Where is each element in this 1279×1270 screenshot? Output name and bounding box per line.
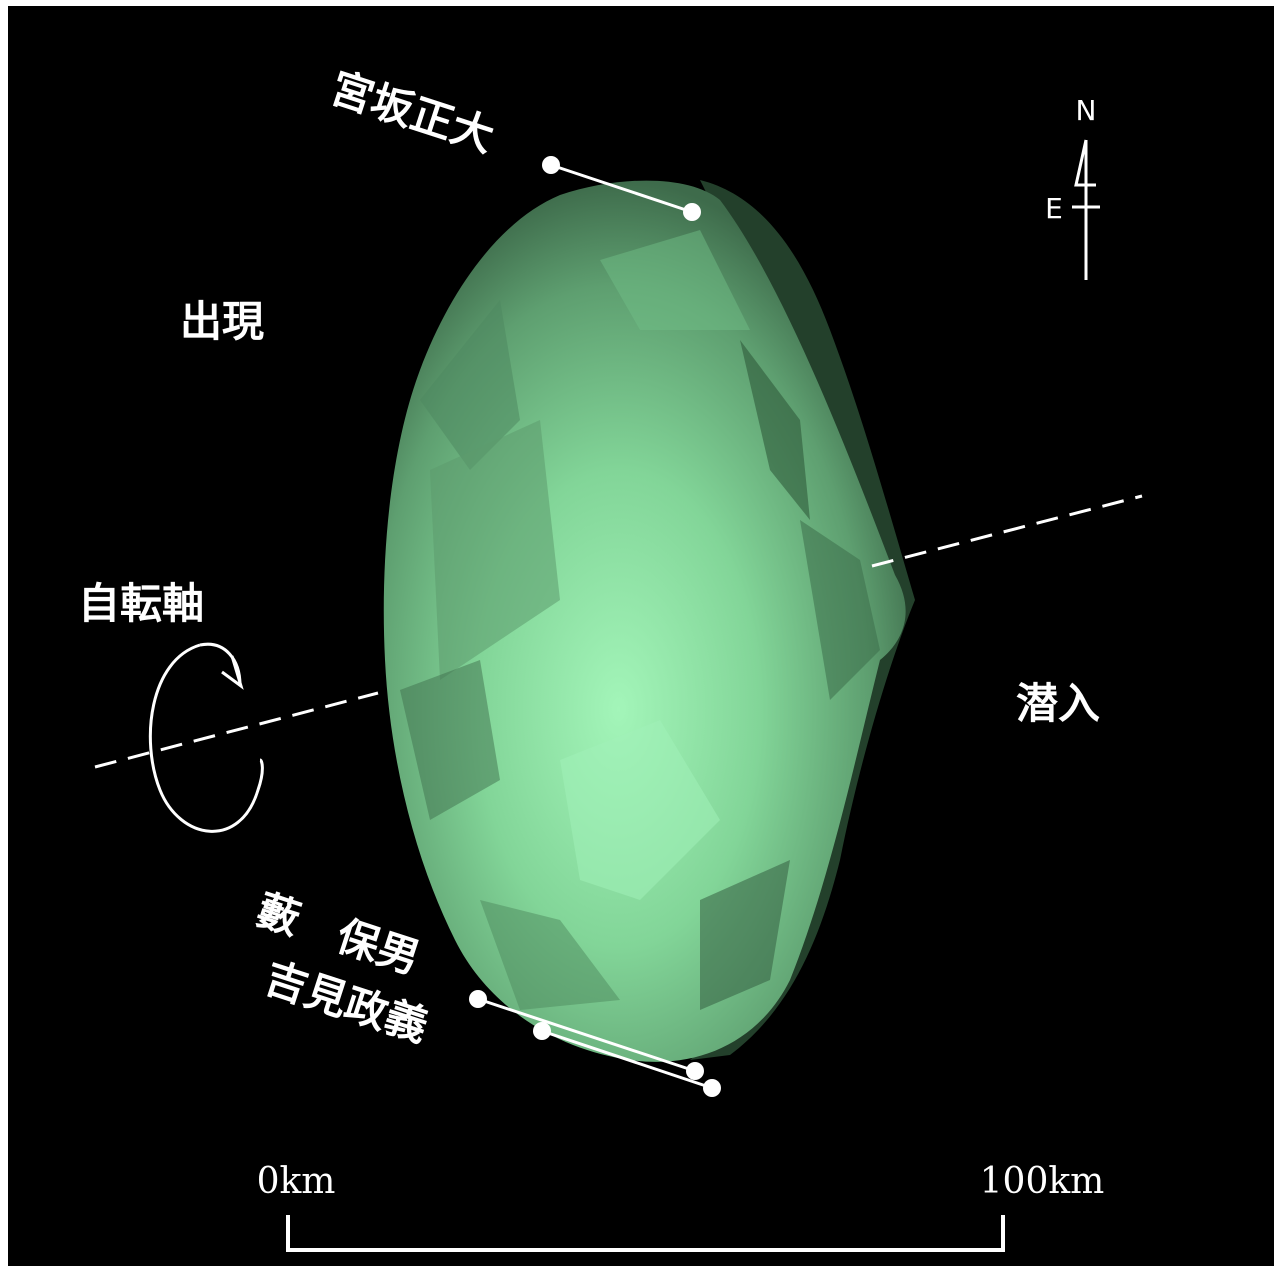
asteroid-facet (600, 230, 750, 330)
rotation-axis-line (94, 494, 1143, 769)
disappearance-label: 潜入 (1016, 679, 1100, 728)
appearance-label: 出現 (180, 297, 264, 346)
asteroid-facet (800, 520, 880, 700)
asteroid-facet (430, 420, 560, 680)
compass-east-label: E (1045, 192, 1063, 225)
asteroid-facet (420, 300, 520, 470)
asteroid-silhouette (383, 180, 915, 1062)
observer-top-label: 宮坂正大 (325, 63, 500, 162)
asteroid-facet (480, 900, 620, 1010)
scale-start-label: 0km (257, 1161, 336, 1202)
asteroid-facet (400, 660, 500, 820)
compass-north-label: N (1076, 94, 1097, 127)
scale-bar (286, 1215, 1005, 1252)
asteroid-facet (560, 720, 720, 900)
chord-bottom-2 (533, 1022, 721, 1097)
asteroid-facet (740, 340, 810, 520)
compass-rose-icon (1072, 139, 1100, 280)
chord-bottom-1 (469, 990, 704, 1080)
rotation-arrow-icon (148, 642, 264, 833)
rotation-axis-label: 自転軸 (78, 579, 204, 628)
chord-top (542, 156, 701, 221)
asteroid-facet (700, 860, 790, 1010)
scale-end-label: 100km (980, 1161, 1105, 1202)
